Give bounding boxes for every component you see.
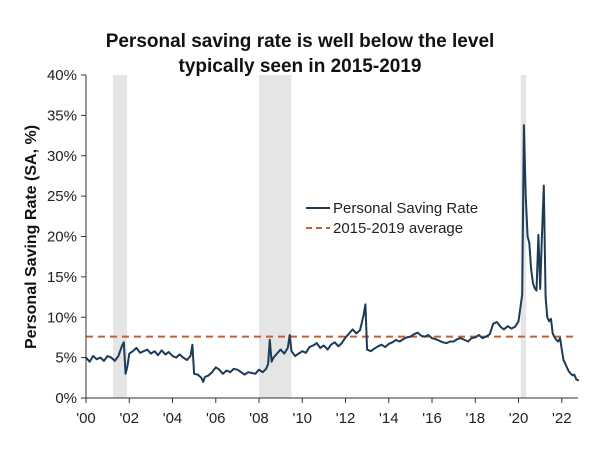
axes — [85, 75, 578, 399]
legend: Personal Saving Rate 2015-2019 average — [306, 200, 478, 237]
recession-shading — [113, 75, 527, 398]
x-tick-label: '02 — [119, 410, 139, 427]
x-tick-label: '04 — [163, 410, 183, 427]
x-tick-label: '14 — [379, 410, 399, 427]
legend-label-personal-saving-rate: Personal Saving Rate — [333, 200, 478, 217]
y-tick-label: 30% — [47, 148, 77, 165]
y-tick-label: 20% — [47, 229, 77, 246]
y-tick-label: 40% — [47, 67, 77, 84]
y-axis-title: Personal Saving Rate (SA, %) — [23, 125, 40, 349]
chart-title-line-2: typically seen in 2015-2019 — [179, 56, 422, 77]
x-axis-ticks: '00 '02 '04 '06 '08 '10 '12 '14 '16 '18 '20 '22 — [76, 398, 572, 427]
recession-band-2 — [259, 75, 292, 398]
y-tick-label: 15% — [47, 269, 77, 286]
y-tick-label: 25% — [47, 188, 77, 205]
x-tick-label: '22 — [552, 410, 572, 427]
legend-label-2015-2019-average: 2015-2019 average — [333, 220, 463, 237]
x-tick-label: '20 — [509, 410, 529, 427]
x-tick-label: '06 — [206, 410, 226, 427]
y-axis-ticks: 0% 5% 10% 15% 20% 25% 30% 35% 40% — [47, 67, 86, 407]
series-line-personal-saving-rate — [85, 124, 579, 383]
y-tick-label: 5% — [55, 350, 77, 367]
saving-rate-line-layer — [85, 124, 579, 383]
x-tick-label: '08 — [249, 410, 269, 427]
x-tick-label: '18 — [465, 410, 485, 427]
y-tick-label: 35% — [47, 107, 77, 124]
x-tick-label: '00 — [76, 410, 96, 427]
y-tick-label: 10% — [47, 309, 77, 326]
x-tick-label: '10 — [292, 410, 312, 427]
chart-title-line-1: Personal saving rate is well below the l… — [106, 31, 495, 52]
x-tick-label: '16 — [422, 410, 442, 427]
recession-band-1 — [113, 75, 128, 398]
x-tick-label: '12 — [336, 410, 356, 427]
y-tick-label: 0% — [55, 390, 77, 407]
